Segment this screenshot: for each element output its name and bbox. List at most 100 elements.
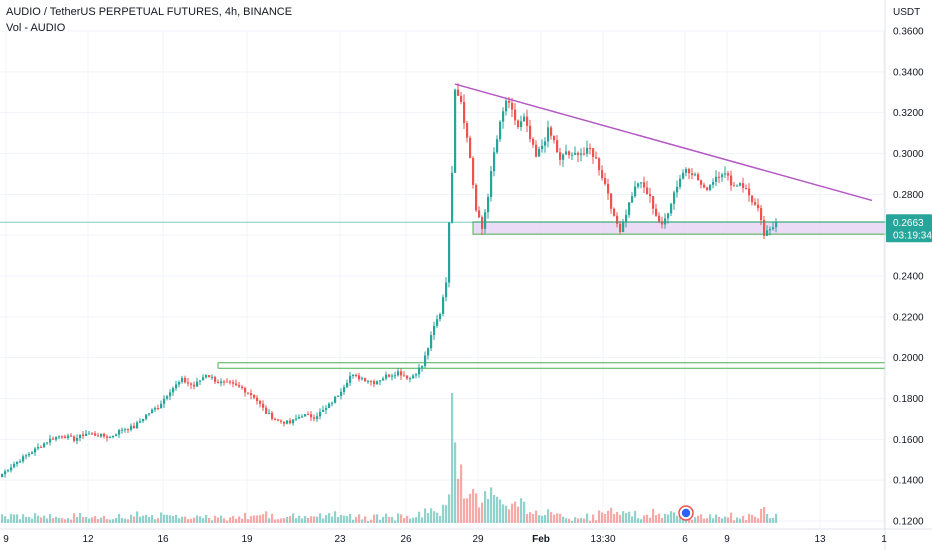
volume-bar <box>118 513 121 523</box>
volume-bar <box>580 518 583 523</box>
candle-body <box>235 383 238 386</box>
candle-body <box>400 371 403 376</box>
time-tick-label: 16 <box>157 534 169 545</box>
volume-bar <box>346 516 349 523</box>
candle-body <box>253 395 256 398</box>
candle-body <box>754 202 757 205</box>
candle-body <box>265 407 268 414</box>
volume-bar <box>550 512 553 523</box>
volume-bar <box>406 515 409 523</box>
volume-bar <box>391 516 394 523</box>
volume-bar <box>505 505 508 523</box>
candle-body <box>406 375 409 379</box>
candle-body <box>313 417 316 419</box>
candle-body <box>325 408 328 410</box>
price-tick-label: 0.3000 <box>893 149 924 160</box>
candle-body <box>169 392 172 397</box>
volume-bar <box>367 520 370 523</box>
time-tick-label: 9 <box>3 534 9 545</box>
trendline-layer[interactable] <box>454 83 873 202</box>
volume-bar <box>556 513 559 523</box>
price-tick-label: 0.2200 <box>893 312 924 323</box>
candle-body <box>736 185 739 187</box>
volume-bar <box>79 512 82 523</box>
candle-body <box>43 443 46 448</box>
price-tick-label: 0.1800 <box>893 394 924 405</box>
candle-body <box>220 381 223 384</box>
volume-bar <box>574 517 577 523</box>
volume-bar <box>259 515 262 523</box>
volume-bar <box>502 504 505 523</box>
candle-body <box>421 366 424 368</box>
volume-bar <box>457 478 460 523</box>
volume-bar <box>553 514 556 523</box>
volume-bar <box>727 517 730 523</box>
candle-body <box>256 397 259 402</box>
candle-body <box>412 375 415 379</box>
candle-body <box>481 217 484 229</box>
candle-body <box>673 192 676 204</box>
volume-bar <box>175 514 178 523</box>
candle-body <box>619 223 622 233</box>
volume-bar <box>292 513 295 523</box>
volume-bar <box>484 491 487 523</box>
volume-bar <box>265 511 268 523</box>
volume-bar <box>508 509 511 523</box>
candle-body <box>499 121 502 140</box>
volume-bar <box>181 516 184 523</box>
candle-body <box>649 194 652 197</box>
candle-body <box>397 371 400 376</box>
candle-body <box>91 433 94 435</box>
candle-body <box>193 384 196 387</box>
candle-body <box>160 403 163 409</box>
volume-bar <box>106 519 109 523</box>
volume-bar <box>280 518 283 523</box>
events-marker[interactable] <box>678 505 694 521</box>
candle-body <box>385 374 388 379</box>
candle-body <box>544 141 547 146</box>
volume-bar <box>718 516 721 523</box>
candle-body <box>190 383 193 385</box>
volume-bar <box>7 519 10 523</box>
volume-bar <box>223 518 226 523</box>
candle-body <box>508 100 511 103</box>
volume-bar <box>37 515 40 523</box>
volume-bar <box>25 516 28 523</box>
candle-body <box>349 375 352 383</box>
volume-bar <box>355 517 358 523</box>
volume-bar <box>721 518 724 523</box>
candle-body <box>622 221 625 233</box>
candle-body <box>664 218 667 225</box>
volume-bar <box>130 514 133 523</box>
candle-body <box>772 227 775 230</box>
volume-bar <box>532 513 535 523</box>
volume-bar <box>577 518 580 523</box>
volume-bar <box>1 514 4 523</box>
price-axis[interactable]: 0.36000.34000.32000.30000.28000.26000.24… <box>884 0 924 550</box>
volume-bar <box>271 513 274 523</box>
candle-body <box>289 420 292 424</box>
candle-body <box>511 102 514 110</box>
volume-bar <box>100 517 103 523</box>
volume-bar <box>313 516 316 523</box>
candle-body <box>1 474 4 477</box>
candle-body <box>748 188 751 196</box>
time-axis[interactable]: 9 12 16 19 23 26 29 Feb 13:30 6 9 13 1 <box>0 528 932 545</box>
volume-bar <box>763 506 766 523</box>
volume-bar <box>469 493 472 523</box>
volume-bar <box>613 513 616 523</box>
volume-bar <box>424 508 427 523</box>
volume-bar <box>409 518 412 523</box>
candle-body <box>46 442 49 444</box>
candle-body <box>667 213 670 219</box>
volume-bar <box>70 519 73 523</box>
candle-body <box>640 182 643 184</box>
volume-bar <box>151 515 154 523</box>
candle-body <box>187 382 190 384</box>
candle-body <box>154 408 157 410</box>
volume-bar <box>340 515 343 523</box>
candle-body <box>292 419 295 424</box>
volume-bar <box>19 519 22 523</box>
volume-bar <box>82 517 85 523</box>
